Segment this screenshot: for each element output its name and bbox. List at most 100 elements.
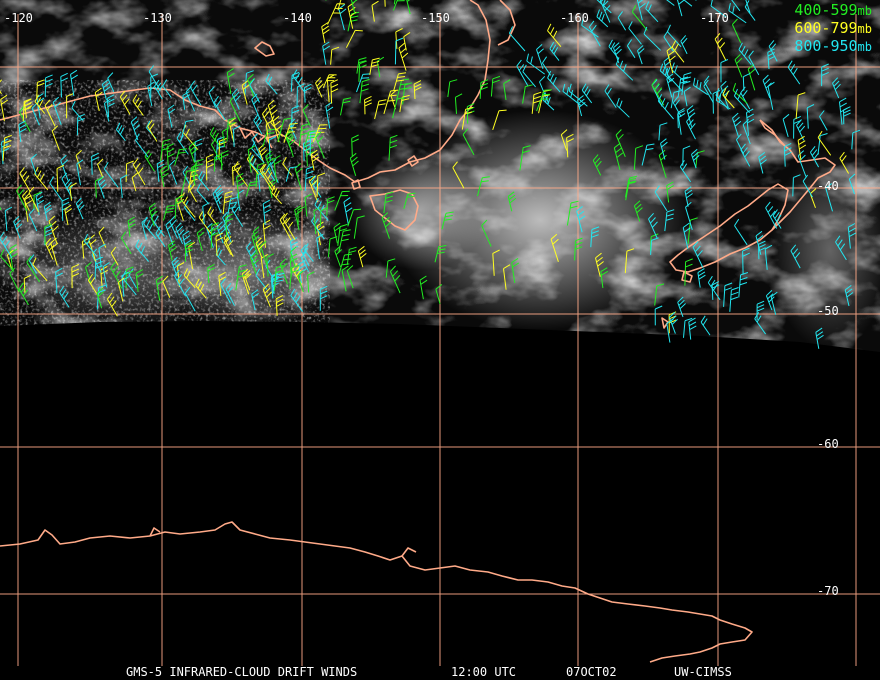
wind-barb [526, 53, 545, 75]
wind-barb [666, 45, 676, 74]
wind-barb [71, 263, 80, 289]
wind-barb [347, 208, 362, 227]
wind-barb [44, 99, 56, 127]
wind-barb [734, 54, 743, 78]
wind-barb [343, 197, 353, 226]
wind-barb [654, 185, 668, 212]
wind-barb [175, 222, 185, 245]
wind-barb [277, 117, 292, 143]
wind-barb [683, 0, 693, 7]
wind-barb [847, 223, 857, 249]
wind-barb [581, 17, 599, 38]
wind-barb [742, 247, 750, 275]
wind-barb [792, 174, 801, 197]
wind-barb [213, 153, 223, 172]
wind-barb [283, 123, 298, 143]
wind-barb [167, 104, 176, 128]
wind-barb [710, 0, 727, 18]
wind-barb [613, 142, 624, 171]
wind-barb [294, 205, 303, 231]
wind-barb [0, 190, 2, 211]
wind-barb [790, 244, 801, 269]
wind-barb [383, 191, 394, 214]
wind-barb [700, 315, 711, 336]
wind-barb [85, 261, 92, 285]
wind-barb [162, 79, 172, 98]
wind-barb [388, 134, 398, 161]
wind-barb [740, 86, 751, 110]
wind-barb [321, 22, 330, 44]
wind-barb [189, 80, 202, 106]
wind-barb [220, 150, 229, 170]
wind-barb [110, 246, 119, 266]
wind-barb [479, 79, 489, 99]
wind-barb [61, 197, 70, 221]
wind-barb [755, 230, 764, 256]
tasmania-coastline [369, 189, 419, 231]
wind-barb [783, 142, 792, 167]
wind-barb [233, 125, 241, 147]
wind-barb [392, 0, 405, 11]
lat-label: -50 [817, 304, 839, 318]
wind-barb [292, 69, 306, 94]
wind-barb [728, 2, 747, 24]
lon-label: -160 [560, 11, 589, 25]
wind-barb [745, 0, 751, 13]
wind-barb [44, 74, 53, 98]
wind-barb [245, 181, 258, 197]
wind-barb [174, 148, 187, 166]
wind-barb [531, 91, 542, 114]
wind-barb [218, 271, 227, 296]
wind-barb [110, 261, 123, 289]
wind-barb [679, 160, 692, 183]
wind-barb [298, 123, 310, 147]
wind-barb [848, 173, 856, 195]
wind-barb [330, 46, 340, 65]
wind-barb [588, 20, 601, 47]
wind-barb [95, 177, 103, 198]
wind-barb [682, 145, 691, 166]
legend-range: 800-950 [794, 37, 858, 55]
wind-barb [297, 206, 306, 225]
wind-barb [666, 318, 674, 343]
wind-barb [748, 50, 760, 76]
wind-barb [315, 77, 324, 98]
wind-barb [171, 256, 180, 277]
wind-barb [314, 197, 329, 221]
wind-barb [262, 199, 272, 225]
legend-range: 400-599 [794, 1, 858, 19]
wind-barb [516, 59, 529, 86]
wind-barb [654, 283, 665, 306]
wind-barb [809, 145, 820, 168]
wind-barb [291, 105, 300, 129]
wind-barb [69, 182, 77, 201]
wind-barb [282, 156, 293, 176]
wind-barb [454, 93, 463, 114]
wind-barb [392, 97, 405, 119]
wind-barb [399, 94, 410, 113]
wind-barb [744, 0, 756, 21]
wind-barb [643, 26, 661, 51]
wind-barb [160, 165, 169, 187]
wind-barb [330, 79, 339, 104]
legend-unit: mb [857, 40, 872, 54]
wind-barb [275, 294, 284, 316]
wind-barb [666, 181, 674, 203]
wind-barb [566, 133, 574, 158]
wind-barb [765, 201, 778, 229]
lat-label: -40 [817, 179, 839, 193]
wind-barb [742, 119, 751, 145]
wind-barb [0, 94, 9, 122]
wind-barb [492, 109, 507, 131]
wind-barb [677, 76, 689, 98]
wind-barb [765, 290, 775, 311]
wind-barb [461, 106, 474, 130]
wind-barb [101, 79, 111, 101]
wind-barb [695, 150, 705, 168]
wind-barb [825, 183, 833, 212]
wind-barb [125, 160, 134, 183]
wind-barb [658, 122, 668, 141]
wind-barb [658, 149, 667, 179]
wind-barb [615, 129, 626, 157]
wind-barb [265, 73, 278, 95]
